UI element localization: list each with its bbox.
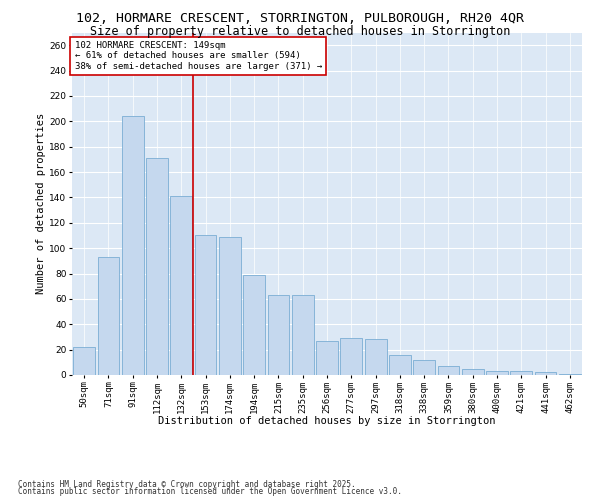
Bar (292, 295, 314, 375)
Bar (194, 236, 217, 375)
X-axis label: Distribution of detached houses by size in Storrington: Distribution of detached houses by size … (158, 416, 496, 426)
Bar (511, 371, 532, 375)
Bar (462, 368, 484, 375)
Text: 102 HORMARE CRESCENT: 149sqm
← 61% of detached houses are smaller (594)
38% of s: 102 HORMARE CRESCENT: 149sqm ← 61% of de… (74, 41, 322, 71)
Bar (340, 338, 362, 375)
Bar (413, 360, 435, 375)
Bar (437, 366, 460, 375)
Text: 102, HORMARE CRESCENT, STORRINGTON, PULBOROUGH, RH20 4QR: 102, HORMARE CRESCENT, STORRINGTON, PULB… (76, 12, 524, 26)
Bar (146, 158, 168, 375)
Bar (389, 354, 411, 375)
Bar (243, 275, 265, 375)
Bar (316, 341, 338, 375)
Bar (97, 257, 119, 375)
Bar (219, 236, 241, 375)
Y-axis label: Number of detached properties: Number of detached properties (37, 113, 46, 294)
Text: Contains public sector information licensed under the Open Government Licence v3: Contains public sector information licen… (18, 488, 402, 496)
Bar (73, 347, 95, 375)
Text: Contains HM Land Registry data © Crown copyright and database right 2025.: Contains HM Land Registry data © Crown c… (18, 480, 356, 489)
Bar (122, 116, 143, 375)
Bar (559, 374, 581, 375)
Bar (486, 371, 508, 375)
Bar (365, 340, 386, 375)
Bar (170, 196, 192, 375)
Text: Size of property relative to detached houses in Storrington: Size of property relative to detached ho… (90, 25, 510, 38)
Bar (535, 372, 556, 375)
Bar (268, 295, 289, 375)
